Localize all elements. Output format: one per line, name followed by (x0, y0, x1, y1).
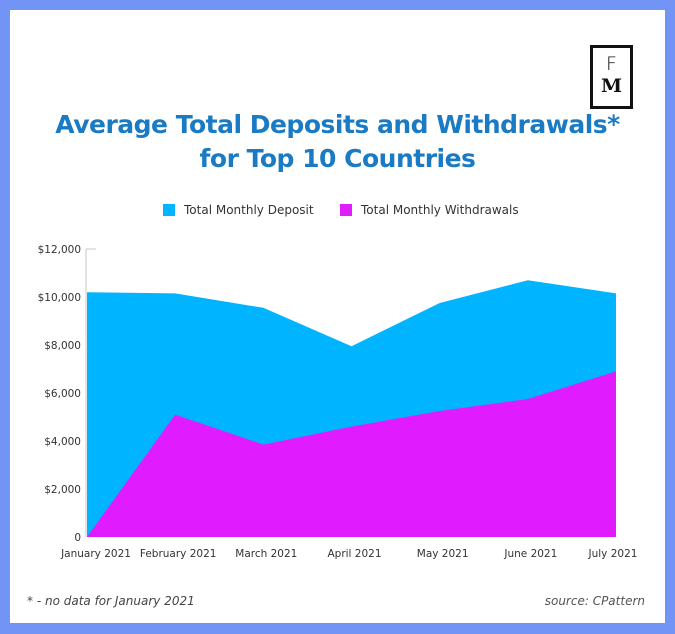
legend-item-deposit: Total Monthly Deposit (163, 203, 314, 217)
y-tick-label: $12,000 (38, 244, 81, 256)
source-credit: source: CPattern (544, 594, 645, 608)
chart-title-line-1: Average Total Deposits and Withdrawals* (55, 110, 620, 139)
x-tick-label: May 2021 (417, 548, 469, 560)
x-tick-label: January 2021 (60, 548, 131, 560)
legend-item-withdrawals: Total Monthly Withdrawals (340, 203, 519, 217)
x-tick-label: February 2021 (140, 548, 217, 560)
y-tick-label: $10,000 (38, 292, 81, 304)
x-tick-label: June 2021 (503, 548, 557, 560)
logo-letter-f: F (606, 53, 617, 75)
x-tick-label: March 2021 (235, 548, 297, 560)
chart-title-line-2: for Top 10 Countries (199, 144, 476, 173)
x-tick-label: July 2021 (588, 548, 638, 560)
legend-swatch-deposit (163, 204, 175, 216)
y-tick-label: $2,000 (44, 484, 81, 496)
logo-letter-m: M (600, 75, 623, 97)
footnote: * - no data for January 2021 (27, 594, 195, 608)
x-tick-label: April 2021 (327, 548, 381, 560)
withdrawals-area (87, 371, 616, 537)
y-tick-label: $4,000 (44, 436, 81, 448)
fm-logo: F M (590, 45, 633, 109)
legend-label-deposit: Total Monthly Deposit (184, 203, 314, 217)
y-tick-label: 0 (74, 532, 81, 544)
y-tick-label: $8,000 (44, 340, 81, 352)
legend-swatch-withdrawals (340, 204, 352, 216)
legend-label-withdrawals: Total Monthly Withdrawals (361, 203, 519, 217)
y-tick-label: $6,000 (44, 388, 81, 400)
